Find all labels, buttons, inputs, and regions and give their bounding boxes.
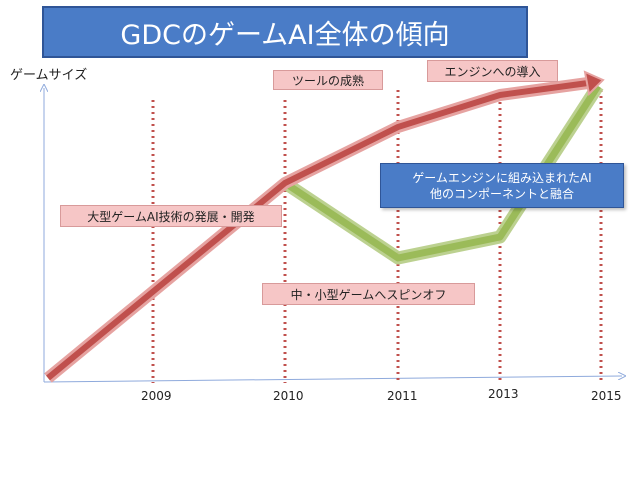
- year-label-2011: 2011: [387, 389, 418, 403]
- x-axis: [43, 376, 622, 383]
- label-tool-maturity: ツールの成熟: [273, 70, 383, 90]
- label-large-ai: 大型ゲームAI技術の発展・開発: [60, 205, 282, 227]
- year-label-2010: 2010: [273, 389, 304, 403]
- label-engine-integration: ゲームエンジンに組み込まれたAI 他のコンポーネントと融合: [380, 163, 624, 208]
- main-trend-arrowhead: [583, 70, 605, 97]
- year-label-2013: 2013: [488, 387, 519, 401]
- year-label-2009: 2009: [141, 389, 172, 403]
- page-title: GDCのゲームAI全体の傾向: [42, 6, 528, 58]
- y-axis-label: ゲームサイズ: [10, 68, 88, 83]
- year-label-2015: 2015: [591, 389, 622, 403]
- label-engine-integration-line2: 他のコンポーネントと融合: [429, 186, 574, 201]
- label-engine-adoption: エンジンへの導入: [427, 60, 558, 82]
- label-spinoff: 中・小型ゲームへスピンオフ: [262, 283, 475, 305]
- label-engine-integration-line1: ゲームエンジンに組み込まれたAI: [412, 170, 592, 185]
